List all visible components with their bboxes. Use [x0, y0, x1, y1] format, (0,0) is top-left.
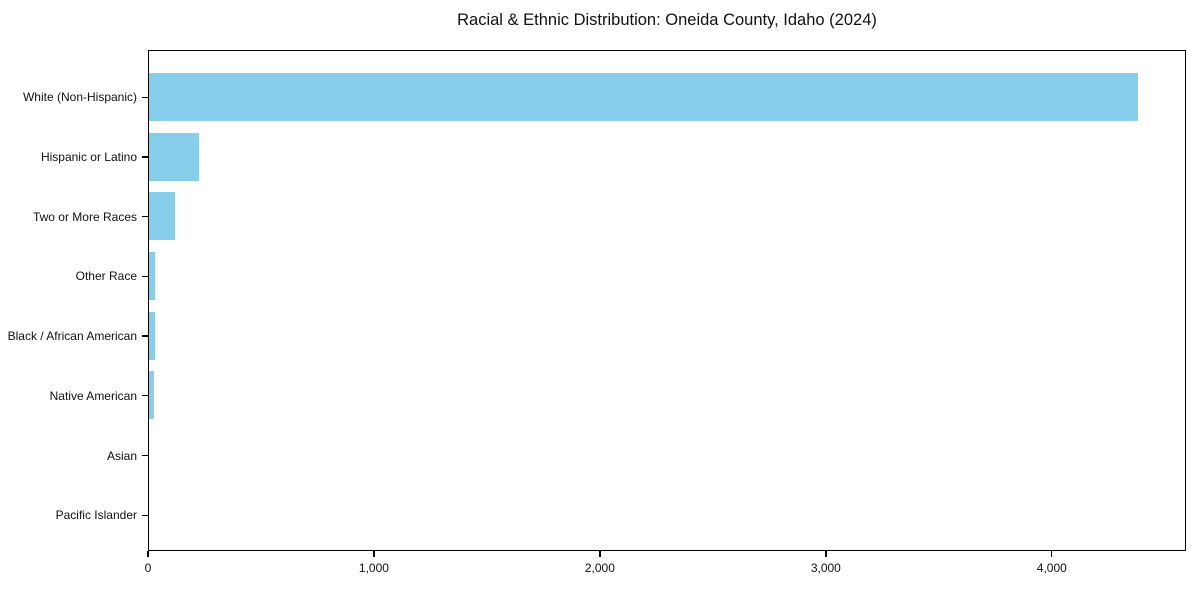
x-axis-label-4000: 4,000 [1036, 561, 1067, 575]
y-tick-other-race [141, 275, 148, 278]
plot-area [148, 50, 1186, 551]
x-axis-label-1000: 1,000 [358, 561, 389, 575]
bar-white-non-hispanic [149, 72, 1138, 121]
x-tick-2000 [599, 551, 601, 557]
y-tick-two-or-more-races [141, 216, 148, 218]
bar-other-race [149, 251, 155, 300]
y-axis-label-native-american: Native American [49, 388, 137, 403]
y-axis-label-other-race: Other Race [75, 269, 137, 284]
y-axis-label-pacific-islander: Pacific Islander [55, 508, 137, 523]
x-tick-1000 [373, 551, 375, 557]
bar-black-african-american [149, 311, 155, 360]
x-axis-label-3000: 3,000 [810, 561, 841, 575]
y-tick-black-african-american [141, 335, 148, 337]
y-tick-pacific-islander [141, 514, 148, 516]
y-axis-label-asian: Asian [106, 448, 137, 463]
y-axis-label-hispanic-or-latino: Hispanic or Latino [40, 150, 137, 164]
y-axis-label-white-non-hispanic: White (Non-Hispanic) [22, 90, 137, 105]
x-tick-4000 [1051, 551, 1053, 557]
y-tick-asian [141, 454, 148, 457]
x-axis-label-0: 0 [144, 561, 152, 575]
bar-native-american [149, 371, 155, 420]
y-axis-label-black-african-american: Black / African American [7, 329, 137, 344]
y-axis-label-two-or-more-races: Two or More Races [32, 209, 137, 224]
x-tick-3000 [825, 551, 827, 557]
bar-two-or-more-races [149, 192, 175, 241]
y-tick-native-american [141, 395, 148, 397]
x-tick-0 [147, 551, 149, 557]
y-tick-hispanic-or-latino [141, 156, 148, 158]
bar-hispanic-or-latino [149, 132, 199, 181]
chart-title: Racial & Ethnic Distribution: Oneida Cou… [457, 11, 877, 29]
x-axis-label-2000: 2,000 [584, 561, 615, 575]
y-tick-white-non-hispanic [141, 96, 148, 98]
